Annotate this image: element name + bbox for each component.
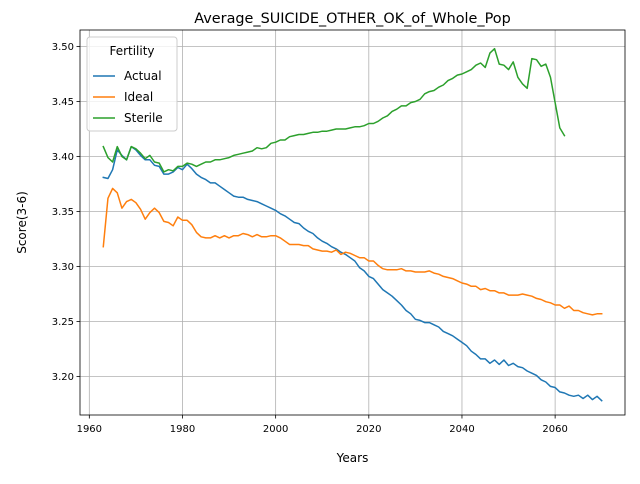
legend-box <box>86 36 178 132</box>
series-line-sterile <box>102 47 566 173</box>
legend-title: Fertility <box>109 44 154 58</box>
x-tick-label: 2020 <box>356 424 381 435</box>
x-tick-label: 2040 <box>449 424 474 435</box>
axes-frame <box>79 29 626 416</box>
x-tick-label: 2000 <box>263 424 288 435</box>
y-axis-ticks: 3.20 3.25 3.30 3.35 3.40 3.45 3.50 <box>52 42 80 383</box>
y-axis-label: Score(3-6) <box>15 191 29 254</box>
y-tick-label: 3.40 <box>52 152 74 163</box>
x-tick-label: 1980 <box>170 424 195 435</box>
legend-items: Actual Ideal Sterile <box>93 69 163 125</box>
y-tick-label: 3.35 <box>52 207 74 218</box>
x-tick-label: 1960 <box>77 424 102 435</box>
series-line-actual <box>102 145 603 402</box>
grid <box>80 30 625 415</box>
y-tick-label: 3.30 <box>52 262 74 273</box>
y-tick-label: 3.50 <box>52 42 74 53</box>
y-tick-label: 3.45 <box>52 97 74 108</box>
legend: Fertility Actual Ideal Sterile <box>86 36 178 132</box>
series-lines <box>102 47 603 402</box>
x-axis-ticks: 1960 1980 2000 2020 2040 2060 <box>77 415 568 435</box>
series-line-ideal <box>102 187 603 316</box>
x-tick-label: 2060 <box>542 424 567 435</box>
y-tick-label: 3.20 <box>52 372 74 383</box>
legend-label-sterile: Sterile <box>124 111 163 125</box>
y-tick-label: 3.25 <box>52 317 74 328</box>
legend-label-actual: Actual <box>124 69 162 83</box>
chart-title: Average_SUICIDE_OTHER_OK_of_Whole_Pop <box>194 11 510 27</box>
legend-label-ideal: Ideal <box>124 90 153 104</box>
x-axis-label: Years <box>336 451 369 465</box>
